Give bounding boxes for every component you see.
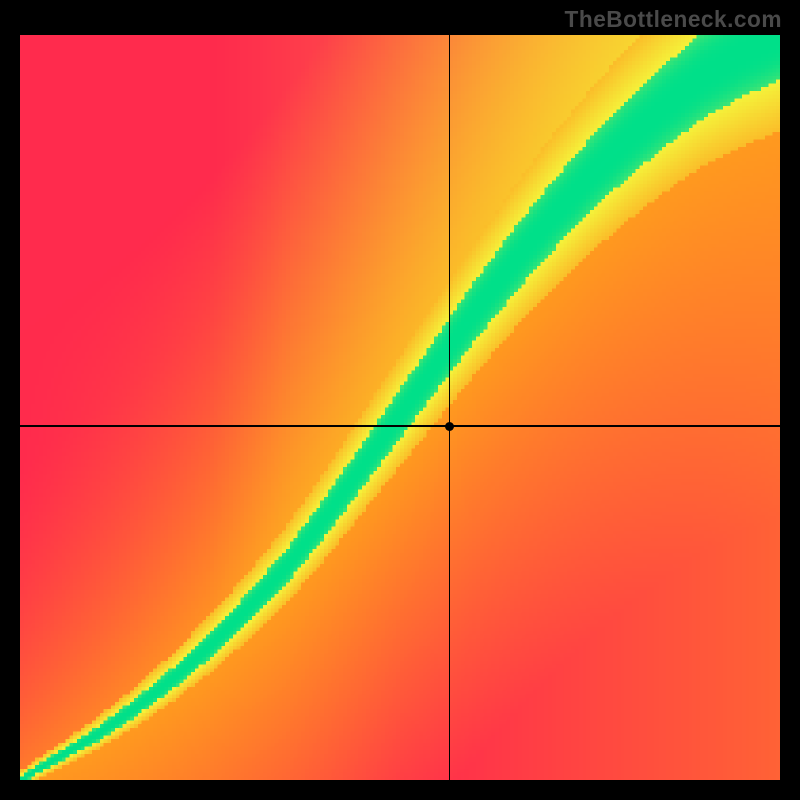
watermark-text: TheBottleneck.com [565,6,782,33]
crosshair-vertical [449,35,451,780]
heatmap-canvas [20,35,780,780]
heatmap-plot [20,35,780,780]
chart-container: { "meta": { "watermark_text": "TheBottle… [0,0,800,800]
crosshair-marker [445,422,454,431]
crosshair-horizontal [20,425,780,427]
